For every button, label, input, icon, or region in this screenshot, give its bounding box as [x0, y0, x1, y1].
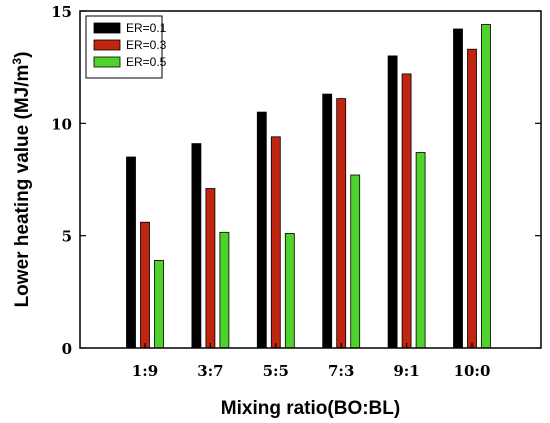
- bar-er-0-3-7-3: [336, 98, 347, 349]
- legend-swatch: [93, 39, 121, 51]
- bar-er-0-1-1-9: [126, 156, 136, 349]
- plot-frame: [79, 10, 542, 349]
- bar-er-0-1-7-3: [322, 93, 333, 349]
- legend-swatch: [93, 56, 121, 68]
- y-tick-label: 5: [62, 228, 72, 246]
- x-tick-label: 10:0: [454, 362, 491, 380]
- legend-label: ER=0.3: [126, 38, 167, 52]
- y-axis-label: Lower heating value (MJ/m3): [10, 52, 33, 308]
- bar-er-0-5-5-5: [284, 232, 295, 349]
- x-axis-label: Mixing ratio(BO:BL): [221, 398, 400, 419]
- x-tick-label: 9:1: [393, 362, 419, 380]
- legend-label: ER=0.1: [126, 21, 167, 35]
- bar-er-0-5-3-7: [219, 231, 230, 349]
- y-tick-label: 0: [62, 340, 72, 358]
- y-axis-label-text: Lower heating value (MJ/m: [12, 65, 33, 308]
- bar-er-0-3-10-0: [467, 48, 477, 349]
- bar-er-0-3-9-1: [401, 73, 412, 349]
- legend: ER=0.1 ER=0.3 ER=0.5: [85, 15, 167, 79]
- bars-group: [126, 24, 491, 349]
- bar-er-0-1-3-7: [191, 143, 202, 349]
- bar-er-0-5-7-3: [350, 174, 361, 349]
- y-tick-label: 10: [51, 115, 72, 133]
- y-tick-label: 15: [51, 3, 72, 21]
- bar-er-0-1-10-0: [453, 28, 463, 349]
- bar-er-0-3-1-9: [140, 221, 150, 349]
- x-tick-label: 7:3: [328, 362, 354, 380]
- x-axis-ticks: 1:9 3:7 5:5 7:3 9:1 10:0: [132, 343, 491, 380]
- x-tick-label: 3:7: [197, 362, 223, 380]
- x-tick-label: 5:5: [263, 362, 289, 380]
- legend-swatch: [93, 22, 121, 34]
- y-axis-label-superscript: 3: [10, 58, 24, 65]
- bar-er-0-1-9-1: [387, 55, 398, 349]
- bar-er-0-1-5-5: [256, 111, 267, 349]
- x-tick-label: 1:9: [132, 362, 158, 380]
- bar-er-0-5-9-1: [415, 152, 426, 349]
- bar-er-0-5-1-9: [154, 259, 164, 349]
- bar-er-0-5-10-0: [481, 24, 491, 349]
- y-axis-ticks: 0 5 10 15: [51, 3, 541, 358]
- y-axis-label-close: ): [12, 52, 33, 58]
- bar-er-0-3-3-7: [205, 188, 216, 349]
- bar-er-0-3-5-5: [270, 136, 281, 349]
- legend-label: ER=0.5: [126, 55, 167, 69]
